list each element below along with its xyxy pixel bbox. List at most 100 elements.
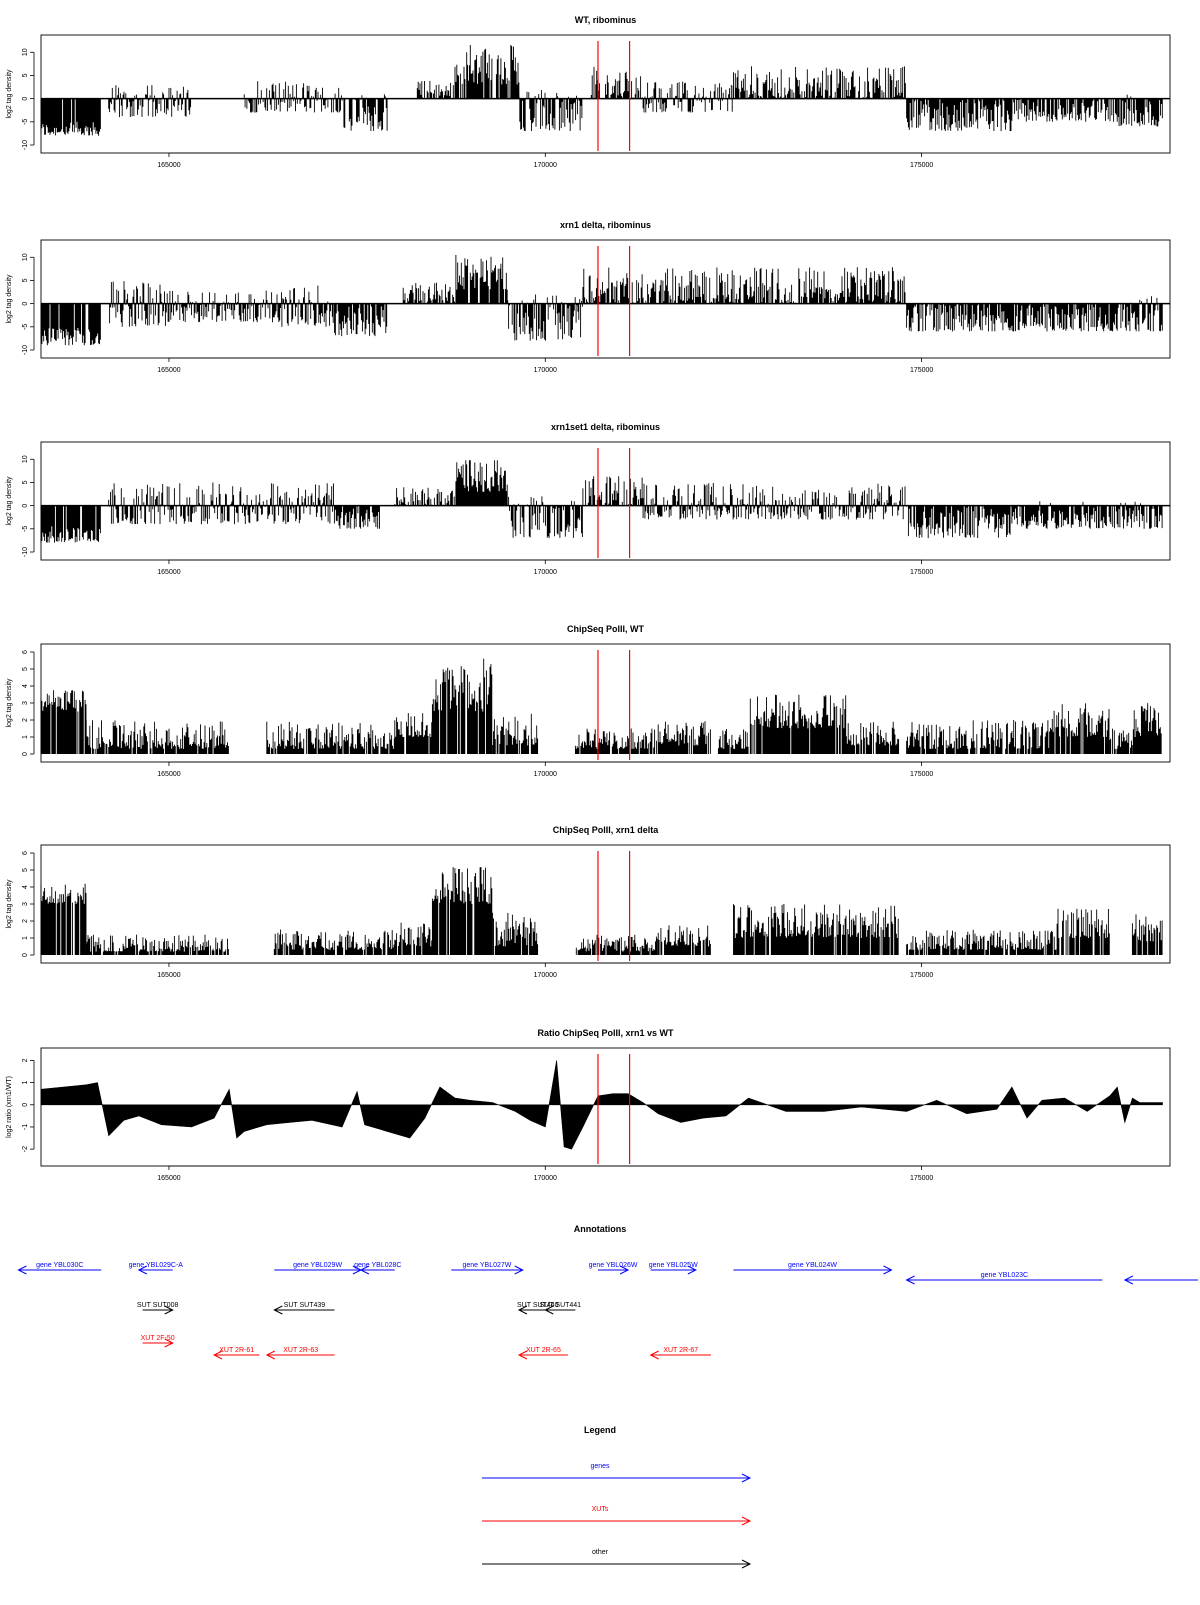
- data-bars: [168, 290, 282, 323]
- feature-label: XUT 2R-67: [663, 1347, 698, 1354]
- data-bars: [85, 934, 229, 955]
- data-segment-12: [906, 98, 1013, 132]
- annotations-title: Annotations: [574, 1224, 627, 1234]
- y-tick-label: 1: [22, 1081, 29, 1085]
- data-segment-3: [273, 929, 395, 955]
- feature-label: gene YBL029C-A: [129, 1262, 184, 1269]
- y-axis-label: log2 tag density: [6, 274, 13, 324]
- arrow-head-icon: [517, 1305, 528, 1315]
- data-segment-8: [582, 476, 598, 506]
- data-bars: [341, 723, 395, 754]
- data-segment-4: [334, 505, 380, 529]
- data-segment-7: [455, 255, 508, 304]
- feature-label: XUT 2R-63: [283, 1347, 318, 1354]
- data-segment-11: [642, 267, 906, 304]
- arrow-head-icon: [687, 1265, 697, 1275]
- y-tick-label: 0: [22, 1103, 29, 1107]
- data-bars: [642, 81, 734, 113]
- data-bars: [906, 98, 1013, 132]
- x-tick-label: 170000: [534, 367, 557, 374]
- arrow-head-icon: [359, 1265, 370, 1275]
- data-bars: [341, 94, 388, 131]
- data-segment-7: [518, 90, 583, 131]
- data-bars: [906, 720, 1050, 754]
- y-tick-label: 5: [22, 278, 29, 282]
- data-segment-10: [597, 267, 644, 304]
- data-segment-2: [108, 85, 192, 118]
- data-segment-11: [733, 66, 906, 99]
- data-segment-5: [334, 303, 388, 337]
- y-tick-label: 2: [22, 919, 29, 923]
- feature-gene: gene YBL027W: [451, 1262, 524, 1275]
- feature-label: gene YBL029W: [293, 1262, 342, 1269]
- data-bars: [492, 713, 539, 754]
- feature-gene: gene YBL026W: [589, 1262, 638, 1275]
- data-bars: [273, 929, 395, 955]
- arrow-head-icon: [137, 1265, 148, 1275]
- legend-title: Legend: [584, 1425, 616, 1435]
- y-tick-label: 10: [22, 253, 29, 261]
- data-bars: [717, 729, 749, 754]
- data-bars: [1056, 908, 1110, 955]
- data-segment-13: [906, 720, 1050, 754]
- data-segment-6: [402, 282, 455, 304]
- y-tick-label: 1: [22, 936, 29, 940]
- data-bars: [40, 883, 87, 955]
- chart-panel-6: Ratio ChipSeq PolII, xrn1 vs WT log2 rati…: [6, 1028, 1171, 1182]
- data-bars: [334, 303, 388, 337]
- arrow-head-icon: [741, 1516, 752, 1526]
- feature-xut: XUT 2F-50: [141, 1335, 175, 1348]
- data-bars: [642, 483, 906, 520]
- data-segment-11: [749, 694, 847, 754]
- data-segment-9: [597, 476, 644, 506]
- plot-frame: [40, 34, 1171, 154]
- data-segment-1: [40, 505, 101, 543]
- data-bars: [394, 487, 455, 506]
- feature-label: gene YBL030C: [36, 1262, 83, 1269]
- data-bars: [1049, 703, 1110, 754]
- data-bars: [657, 721, 711, 754]
- data-bars: [108, 483, 207, 525]
- data-segment-5: [416, 80, 455, 99]
- data-bars: [1131, 914, 1163, 955]
- y-tick-label: 0: [22, 504, 29, 508]
- data-bars: [507, 294, 583, 341]
- arrow-head-icon: [273, 1305, 283, 1315]
- feature-label: SUT SUT008: [137, 1302, 179, 1309]
- y-tick-label: 10: [22, 48, 29, 56]
- y-tick-label: 5: [22, 480, 29, 484]
- data-bars: [906, 929, 1057, 955]
- data-segment-6: [455, 460, 508, 506]
- legend-label: genes: [590, 1463, 610, 1470]
- data-bars: [1011, 98, 1118, 122]
- y-tick-label: 4: [22, 684, 29, 688]
- arrow-head-icon: [514, 1265, 524, 1275]
- y-tick-label: 5: [22, 868, 29, 872]
- plot-frame: [40, 643, 1171, 763]
- x-tick-label: 175000: [910, 1175, 933, 1182]
- feature-xut: XUT 2R-67: [649, 1347, 711, 1360]
- data-segment-12: [1011, 501, 1133, 529]
- data-bars: [575, 934, 658, 955]
- chart-panel-5: ChipSeq PolII, xrn1 delta log2 tag densit…: [6, 825, 1171, 979]
- ratio-area: [40, 1060, 1163, 1150]
- x-tick-label: 165000: [157, 1175, 180, 1182]
- y-tick-label: 4: [22, 885, 29, 889]
- arrow-head-icon: [265, 1350, 276, 1360]
- feature-label: SUT SUT440: [517, 1302, 559, 1309]
- arrow-head-icon: [164, 1338, 174, 1348]
- data-bars: [582, 476, 598, 506]
- x-tick-label: 170000: [534, 569, 557, 576]
- x-tick-label: 175000: [910, 972, 933, 979]
- data-segment-10: [642, 483, 906, 520]
- plot-frame: [40, 239, 1171, 359]
- data-segment-4: [281, 285, 334, 327]
- y-tick-label: -10: [22, 140, 29, 150]
- data-bars: [394, 713, 433, 754]
- data-segment-2: [109, 281, 169, 327]
- data-segment-6: [454, 45, 520, 99]
- data-bars: [1011, 501, 1133, 529]
- y-axis-label: log2 tag density: [6, 678, 13, 728]
- y-tick-label: 1: [22, 735, 29, 739]
